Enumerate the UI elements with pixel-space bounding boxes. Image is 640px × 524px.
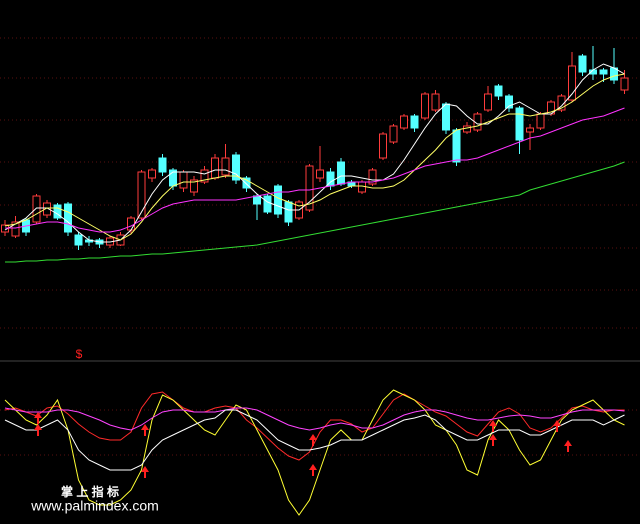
candle-body — [148, 169, 156, 179]
candle-body — [473, 113, 482, 131]
candle-body — [316, 169, 324, 179]
candle-body — [43, 202, 51, 216]
arrow — [553, 420, 561, 432]
candle-body — [211, 157, 219, 179]
arrow — [34, 412, 42, 424]
candle-body — [158, 157, 167, 173]
candle-body — [379, 133, 387, 159]
indicator-panel — [4, 389, 625, 516]
candle-body — [274, 185, 282, 215]
candle-body — [452, 129, 461, 163]
candle-body — [358, 181, 366, 193]
candle-body — [536, 113, 545, 129]
candle-body — [337, 161, 345, 185]
candle-body — [515, 107, 524, 141]
arrow — [141, 466, 149, 478]
candle-body — [305, 165, 314, 211]
arrow — [564, 440, 572, 452]
candle-body — [221, 157, 230, 176]
arrow — [489, 434, 497, 446]
series-line — [4, 391, 625, 461]
series-line — [4, 407, 625, 431]
candle-body — [11, 221, 20, 237]
candle-body — [599, 69, 608, 75]
candle-body — [190, 179, 198, 193]
candle-body — [137, 171, 146, 219]
candle-body — [284, 201, 293, 223]
marker: $ — [76, 347, 83, 361]
arrow — [34, 424, 42, 436]
candle-body — [389, 125, 398, 143]
series-line — [5, 161, 625, 263]
series-line — [4, 409, 625, 471]
candle-body — [179, 171, 188, 189]
candle-body — [74, 234, 83, 246]
candle-body — [431, 93, 440, 111]
candle-body — [232, 154, 240, 181]
series-line — [4, 63, 625, 243]
candle-body — [463, 125, 471, 133]
candle-body — [484, 93, 492, 111]
candle-body — [368, 169, 377, 185]
arrow — [309, 434, 317, 446]
arrow — [489, 420, 497, 432]
candle-body — [494, 85, 503, 97]
candle-body — [557, 95, 566, 111]
candle-body — [400, 115, 408, 129]
series-line — [5, 107, 625, 233]
candle-body — [127, 217, 135, 231]
candle-body — [526, 127, 534, 133]
watermark-title: 掌 上 指 标 — [61, 484, 119, 499]
candle-body — [620, 77, 629, 91]
candle-body — [263, 195, 272, 213]
candle-body — [442, 103, 450, 131]
series-line — [4, 389, 625, 516]
candle-body — [578, 55, 587, 73]
candle-body — [242, 177, 251, 189]
watermark-url: www.palmindex.com — [30, 498, 159, 514]
candle-body — [410, 115, 419, 129]
layout — [0, 37, 640, 456]
candle-body — [253, 195, 261, 205]
price-panel — [1, 46, 629, 263]
series-line — [4, 73, 625, 241]
arrow — [141, 424, 149, 436]
signal-arrows — [34, 412, 572, 478]
candle-body — [64, 203, 72, 233]
arrow — [309, 464, 317, 476]
candle-body — [421, 93, 429, 119]
candle-body — [568, 65, 576, 101]
candle-body — [200, 169, 209, 183]
candle-body — [505, 95, 513, 109]
candle-body — [32, 195, 41, 223]
